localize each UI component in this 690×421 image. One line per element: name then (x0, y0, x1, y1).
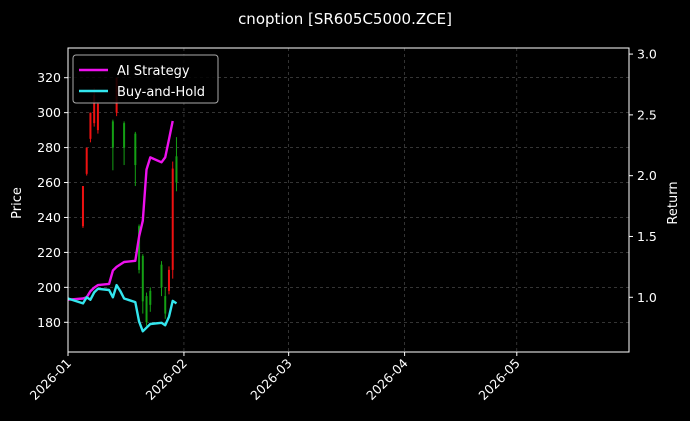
candle-body (149, 290, 152, 305)
candle-body (167, 269, 170, 291)
x-tick-label: 2026-02 (143, 356, 191, 404)
y-tick-label-right: 2.0 (637, 168, 657, 183)
candle-body (175, 156, 178, 183)
x-axis: 2026-01 2026-02 2026-03 2026-04 2026-05 (27, 352, 523, 403)
x-tick-label: 2026-05 (475, 356, 523, 404)
candle-body (85, 147, 88, 174)
plot-frame (67, 47, 630, 353)
series-lines (67, 120, 178, 333)
y-tick-label-left: 260 (37, 175, 61, 190)
x-tick-label: 2026-01 (27, 356, 75, 404)
y-tick-label-left: 200 (37, 280, 61, 295)
y-tick-label-right: 2.5 (637, 107, 657, 122)
y-axis-right: 1.0 1.5 2.0 2.5 3.0 (629, 47, 657, 305)
candle-body (134, 133, 137, 166)
legend-label-ai-strategy: AI Strategy (117, 64, 190, 79)
candle-body (96, 103, 99, 131)
x-tick-label: 2026-03 (247, 356, 295, 404)
y-axis-label-left: Price (10, 187, 25, 219)
legend: AI Strategy Buy-and-Hold (72, 54, 219, 104)
candle-body (164, 296, 167, 314)
candle-body (123, 123, 126, 148)
candle-body (111, 121, 114, 148)
y-tick-label-right: 1.0 (637, 290, 657, 305)
candle-body (138, 226, 141, 270)
y-tick-label-left: 320 (37, 70, 61, 85)
candle-body (89, 112, 92, 139)
candle-body (171, 168, 174, 270)
candle-body (145, 296, 148, 323)
x-tick-label: 2026-04 (363, 355, 411, 403)
legend-box (72, 54, 219, 104)
candle-body (160, 264, 163, 288)
y-tick-label-left: 220 (37, 245, 61, 260)
y-tick-label-left: 180 (37, 315, 61, 330)
chart-title: cnoption [SR605C5000.ZCE] (238, 10, 452, 28)
series-line-buy-and-hold (67, 283, 178, 333)
series-line-ai-strategy (67, 120, 174, 301)
candle-body (81, 186, 84, 227)
legend-label-buy-and-hold: Buy-and-Hold (117, 85, 205, 100)
candle-body (93, 95, 96, 124)
y-tick-label-right: 3.0 (637, 47, 657, 62)
y-axis-left: 180 200 220 240 260 280 300 320 (37, 70, 68, 330)
y-tick-label-left: 280 (37, 140, 61, 155)
y-axis-label-right: Return (666, 181, 681, 224)
y-tick-label-left: 240 (37, 210, 61, 225)
y-tick-label-right: 1.5 (637, 229, 657, 244)
candlesticks (81, 77, 178, 326)
candle-body (141, 255, 144, 302)
y-tick-label-left: 300 (37, 105, 61, 120)
